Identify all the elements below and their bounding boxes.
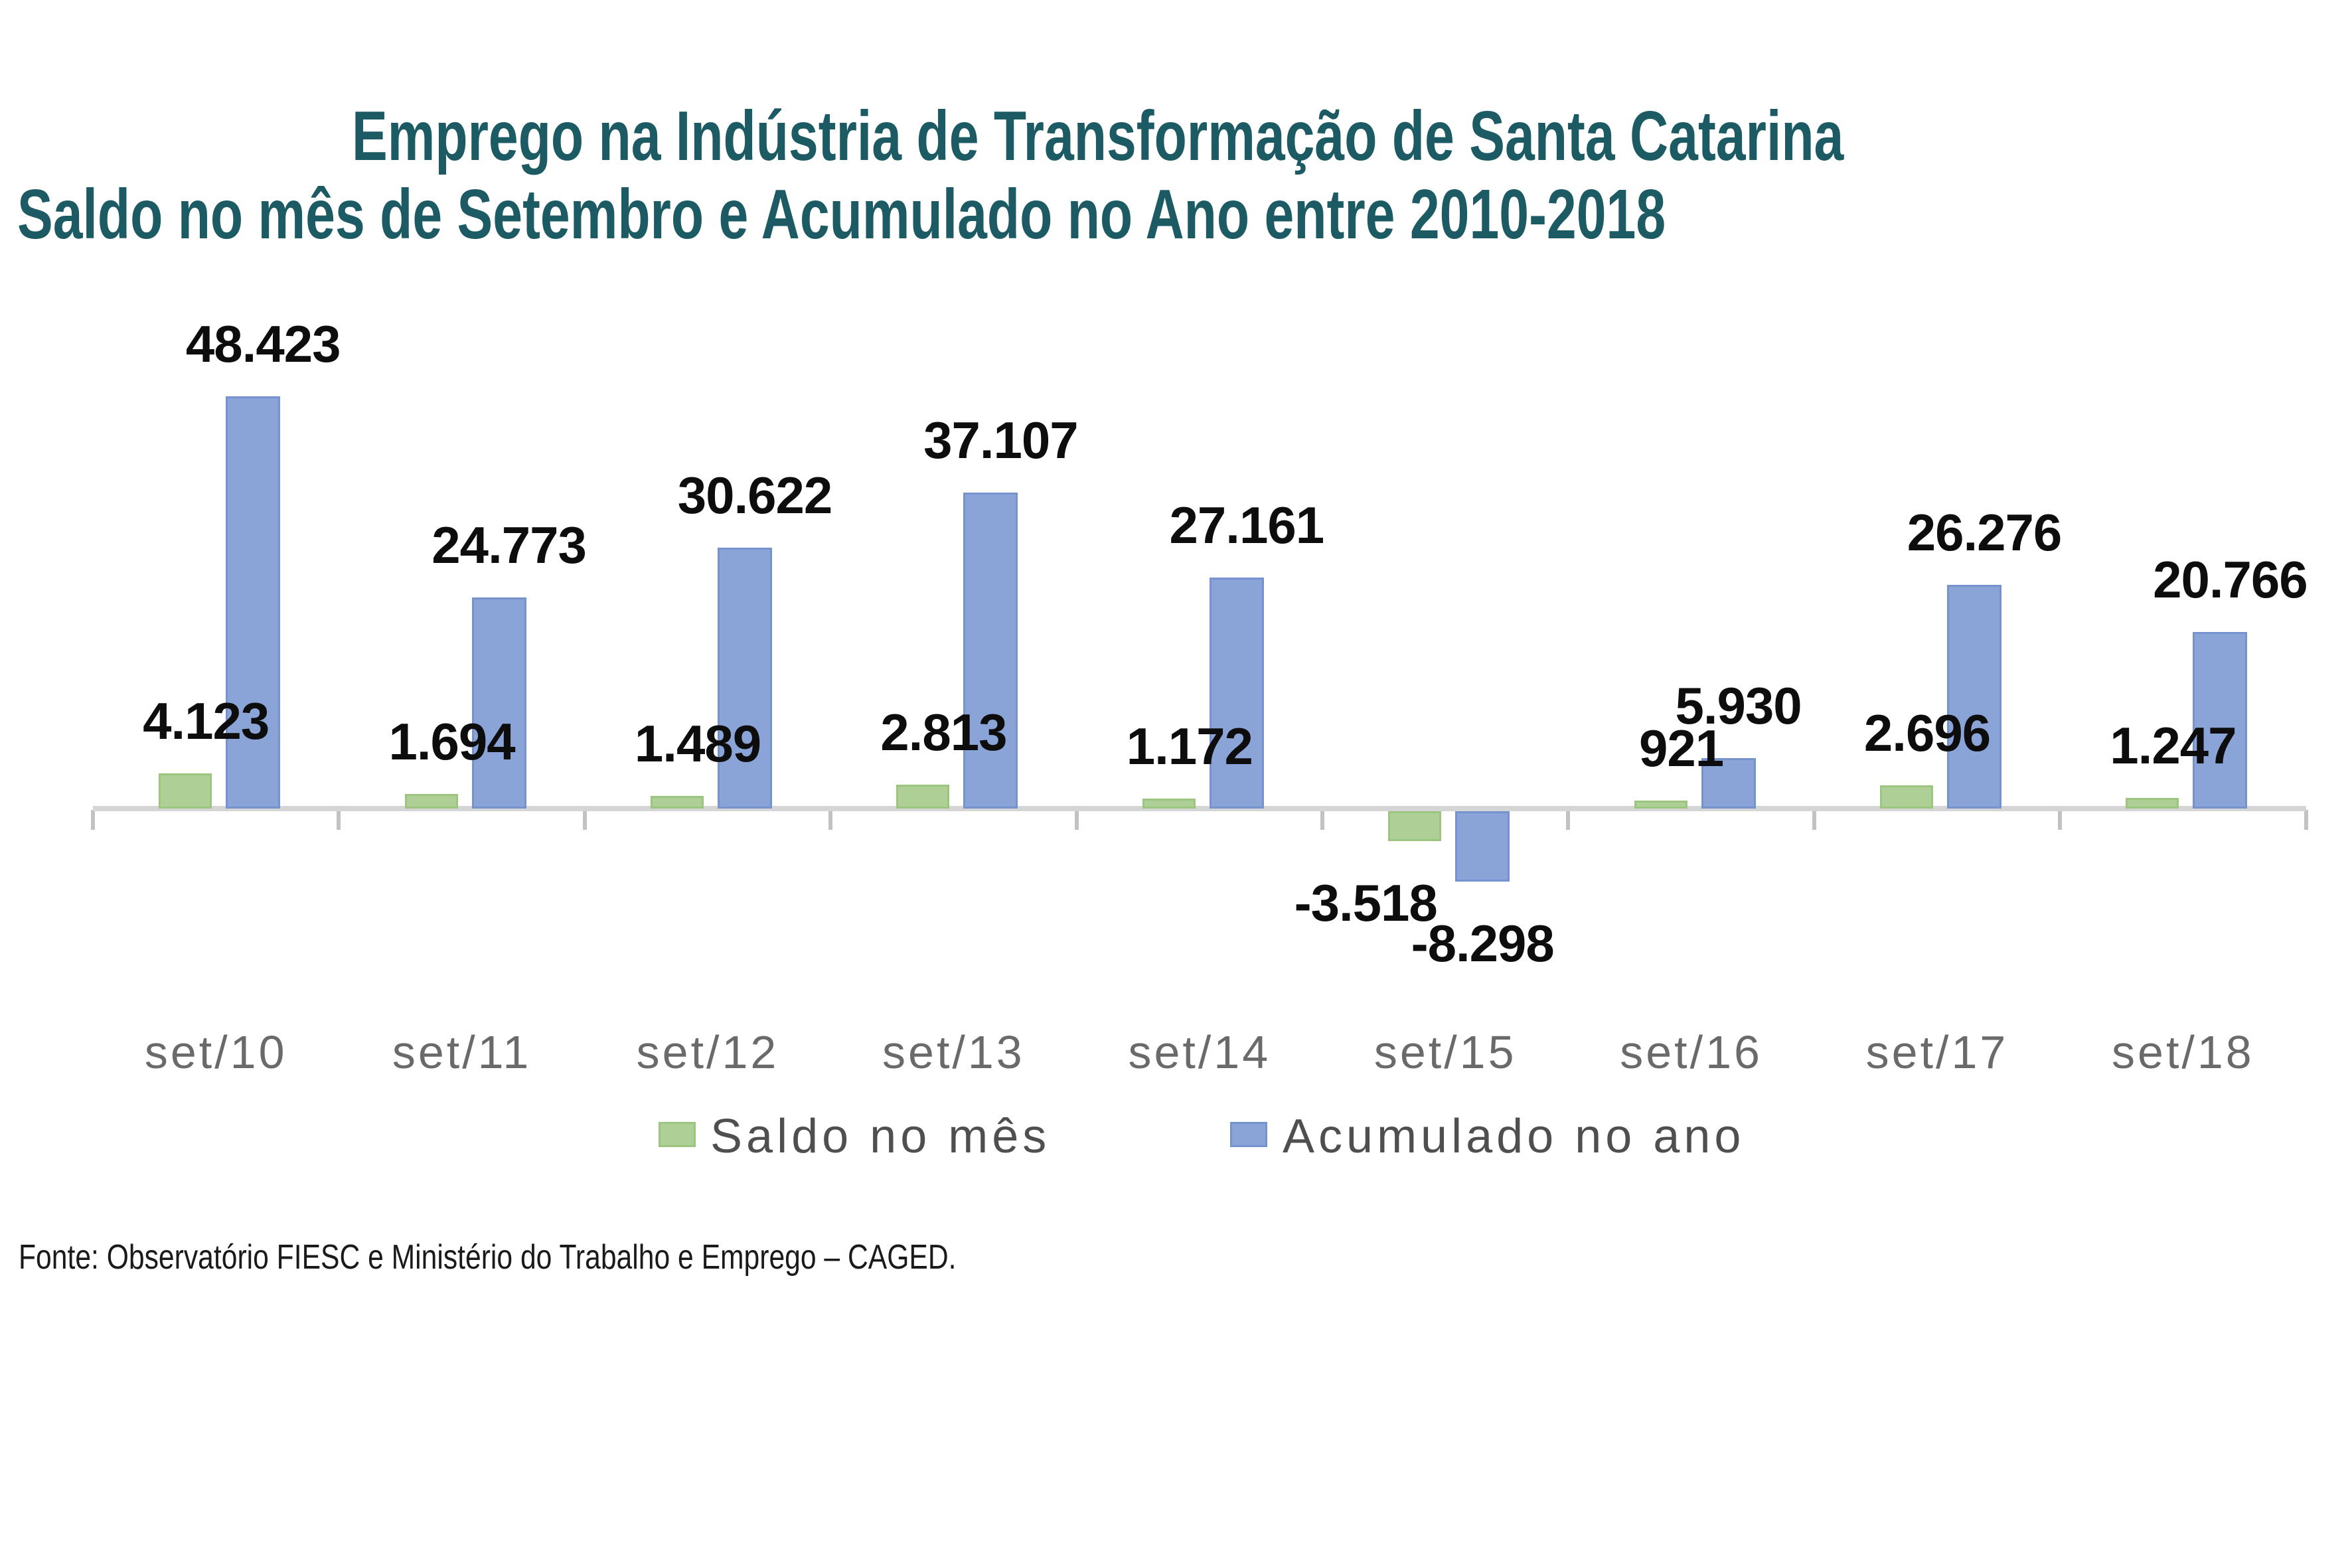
bar-acumulado-set-15 xyxy=(1455,811,1510,882)
legend-swatch-acumulado-icon xyxy=(1230,1122,1267,1147)
x-axis-tick xyxy=(1074,810,1079,830)
bar-saldo-set-15 xyxy=(1388,811,1442,841)
value-label-acumulado-set-16: 5.930 xyxy=(1675,676,1802,735)
bar-acumulado-set-17 xyxy=(1947,585,2001,809)
value-label-saldo-set-12: 1.489 xyxy=(634,714,761,773)
bar-saldo-set-16 xyxy=(1634,801,1687,809)
bar-acumulado-set-10 xyxy=(226,396,281,809)
bar-acumulado-set-12 xyxy=(718,548,772,809)
value-label-saldo-set-18: 1.247 xyxy=(2110,716,2236,775)
value-label-saldo-set-17: 2.696 xyxy=(1863,704,1991,762)
x-axis-tick xyxy=(1320,810,1324,830)
x-axis-tick xyxy=(1566,810,1571,830)
value-label-acumulado-set-15: -8.298 xyxy=(1411,914,1555,973)
category-label-set-12: set/12 xyxy=(636,1026,779,1078)
value-label-acumulado-set-13: 37.107 xyxy=(923,411,1079,469)
x-axis-tick xyxy=(337,810,341,830)
bar-acumulado-set-11 xyxy=(471,597,526,809)
category-label-set-11: set/11 xyxy=(392,1026,532,1078)
bar-saldo-set-17 xyxy=(1880,785,1933,809)
category-label-set-14: set/14 xyxy=(1128,1026,1271,1078)
category-label-set-18: set/18 xyxy=(2112,1026,2254,1078)
x-axis-tick xyxy=(2304,810,2308,830)
x-axis-line xyxy=(93,806,2306,811)
x-axis-tick xyxy=(582,810,587,830)
value-label-saldo-set-14: 1.172 xyxy=(1126,717,1253,775)
legend-swatch-saldo-icon xyxy=(659,1122,696,1147)
value-label-acumulado-set-14: 27.161 xyxy=(1169,496,1325,554)
bar-acumulado-set-14 xyxy=(1209,578,1264,809)
value-label-acumulado-set-12: 30.622 xyxy=(677,466,833,524)
bar-saldo-set-11 xyxy=(404,794,458,809)
bar-saldo-set-13 xyxy=(896,785,950,809)
value-label-saldo-set-11: 1.694 xyxy=(388,712,515,771)
bar-saldo-set-12 xyxy=(651,796,704,809)
x-axis-tick xyxy=(1812,810,1816,830)
x-axis-tick xyxy=(91,810,95,830)
bar-acumulado-set-18 xyxy=(2193,632,2248,809)
legend-label-acumulado: Acumulado no ano xyxy=(1283,1110,1745,1163)
bar-saldo-set-14 xyxy=(1142,799,1196,809)
value-label-saldo-set-13: 2.813 xyxy=(880,703,1007,761)
bar-saldo-set-10 xyxy=(159,773,212,809)
category-label-set-10: set/10 xyxy=(144,1026,287,1078)
category-label-set-15: set/15 xyxy=(1373,1026,1517,1078)
value-label-saldo-set-10: 4.123 xyxy=(143,692,270,750)
x-axis-tick xyxy=(2058,810,2063,830)
value-label-saldo-set-15: -3.518 xyxy=(1294,874,1438,932)
value-label-acumulado-set-17: 26.276 xyxy=(1907,503,2063,562)
value-label-acumulado-set-10: 48.423 xyxy=(185,315,341,373)
value-label-acumulado-set-18: 20.766 xyxy=(2153,550,2308,609)
x-axis-tick xyxy=(828,810,833,830)
category-label-set-17: set/17 xyxy=(1865,1026,2009,1078)
chart-title-line1: Emprego na Indústria de Transformação de… xyxy=(352,97,1844,175)
category-label-set-16: set/16 xyxy=(1620,1026,1763,1078)
legend-label-saldo: Saldo no mês xyxy=(710,1110,1051,1163)
bar-saldo-set-18 xyxy=(2126,798,2179,809)
bar-acumulado-set-13 xyxy=(963,493,1018,809)
source-note: Fonte: Observatório FIESC e Ministério d… xyxy=(19,1238,957,1277)
chart-title-line2: Saldo no mês de Setembro e Acumulado no … xyxy=(17,175,1666,254)
category-label-set-13: set/13 xyxy=(882,1026,1025,1078)
value-label-saldo-set-16: 921 xyxy=(1639,719,1724,777)
bar-acumulado-set-16 xyxy=(1701,758,1756,809)
value-label-acumulado-set-11: 24.773 xyxy=(431,516,587,574)
